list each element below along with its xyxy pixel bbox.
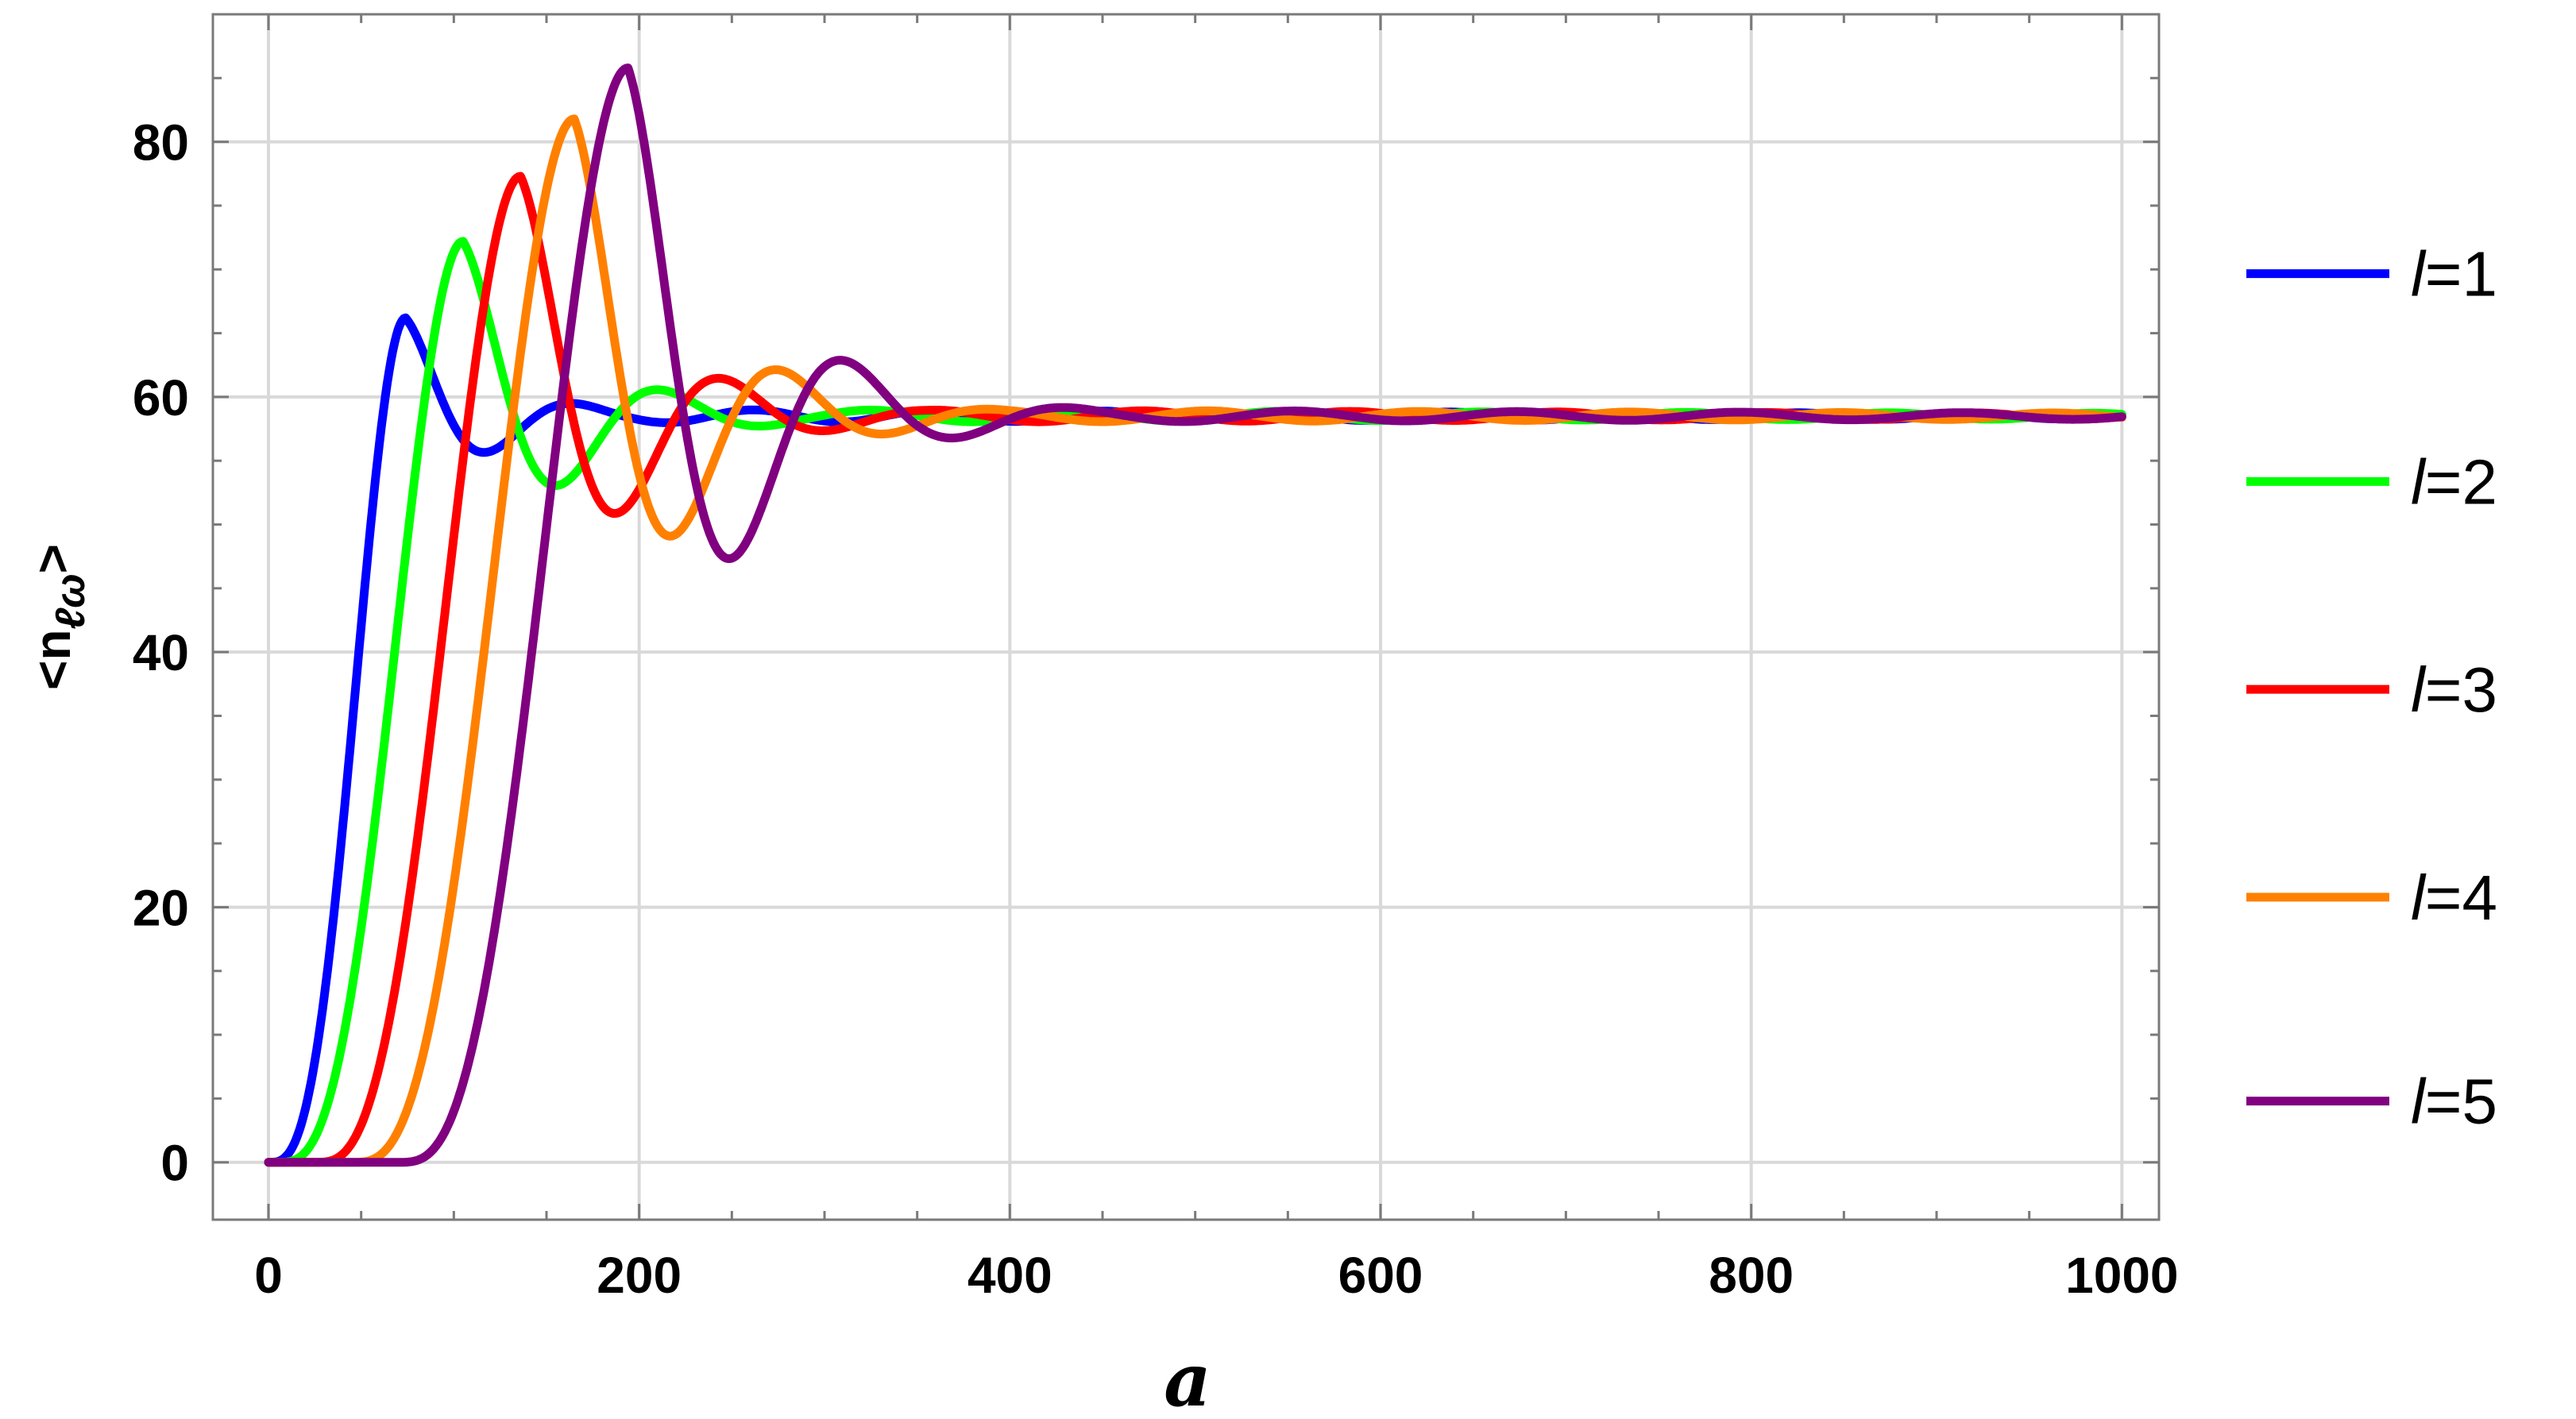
x-axis-label: a <box>1164 1337 1211 1419</box>
legend-label-5: l=5 <box>2411 1066 2497 1137</box>
y-tick-label-0: 0 <box>160 1135 189 1192</box>
x-tick-label-200: 200 <box>597 1247 682 1304</box>
x-tick-label-800: 800 <box>1709 1247 1794 1304</box>
legend-item-1: l=1 <box>2246 239 2497 310</box>
legend-label-3: l=3 <box>2411 654 2497 725</box>
legend-item-5: l=5 <box>2246 1066 2497 1137</box>
y-tick-labels: 0 20 40 60 80 <box>133 114 189 1192</box>
series-line-5 <box>264 64 2126 1167</box>
series-lines <box>264 64 2126 1167</box>
x-tick-label-0: 0 <box>254 1247 283 1304</box>
legend-label-4: l=4 <box>2411 862 2497 933</box>
legend-item-2: l=2 <box>2246 446 2497 517</box>
grid <box>213 14 2159 1220</box>
legend-item-4: l=4 <box>2246 862 2497 933</box>
legend-label-1: l=1 <box>2411 239 2497 310</box>
plot-frame <box>211 13 2161 1221</box>
legend-label-2: l=2 <box>2411 446 2497 517</box>
axis-ticks <box>213 14 2159 1220</box>
series-line-1 <box>264 313 2126 1167</box>
x-tick-labels: 0 200 400 600 800 1000 <box>254 1247 2178 1304</box>
y-tick-label-60: 60 <box>133 369 189 426</box>
legend: l=1 l=2 l=3 l=4 l=5 <box>2246 239 2497 1137</box>
x-tick-label-1000: 1000 <box>2065 1247 2178 1304</box>
x-tick-label-600: 600 <box>1338 1247 1423 1304</box>
y-axis-label: <nℓω> <box>24 544 94 690</box>
series-line-2 <box>264 237 2126 1167</box>
legend-item-3: l=3 <box>2246 654 2497 725</box>
x-tick-label-400: 400 <box>967 1247 1052 1304</box>
svg-text:<nℓω>: <nℓω> <box>24 544 94 690</box>
y-axis-label-open: <n <box>24 630 81 690</box>
y-axis-label-subscript: ℓω <box>48 573 94 629</box>
y-tick-label-20: 20 <box>133 879 189 936</box>
series-line-3 <box>264 172 2126 1167</box>
y-tick-label-80: 80 <box>133 114 189 172</box>
y-axis-label-close: > <box>24 544 81 573</box>
y-tick-label-40: 40 <box>133 624 189 681</box>
